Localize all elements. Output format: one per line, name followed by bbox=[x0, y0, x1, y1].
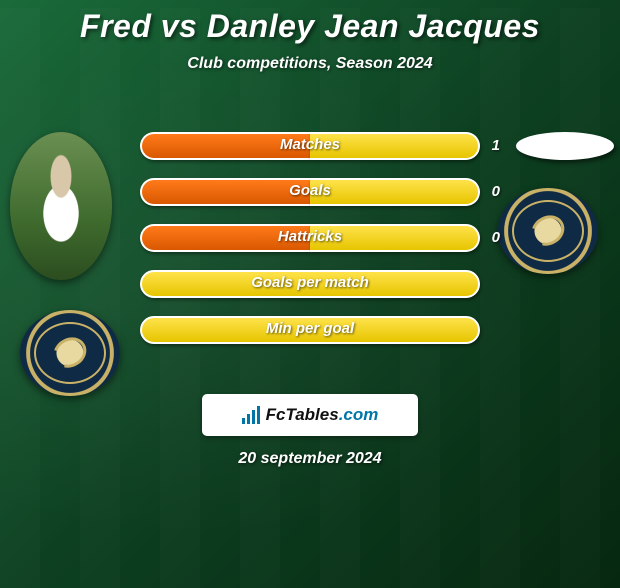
brand-text: FcTables.com bbox=[266, 405, 379, 425]
brand-suffix: .com bbox=[339, 405, 379, 424]
stat-bar-full bbox=[140, 316, 480, 344]
stat-bar-right bbox=[310, 224, 480, 252]
stats-container: Matches 1 Goals 0 Hattricks 0 Goals per … bbox=[140, 132, 480, 362]
stat-bar-full bbox=[140, 270, 480, 298]
date: 20 september 2024 bbox=[0, 450, 620, 468]
stat-row-min-per-goal: Min per goal bbox=[140, 316, 480, 344]
stat-bar-left bbox=[140, 178, 310, 206]
stat-row-hattricks: Hattricks 0 bbox=[140, 224, 480, 252]
player2-club-crest bbox=[498, 188, 598, 274]
brand-box: FcTables.com bbox=[202, 394, 418, 436]
stat-bar-right bbox=[310, 178, 480, 206]
stat-value-right: 0 bbox=[492, 178, 500, 206]
stat-value-right: 1 bbox=[492, 132, 500, 160]
subtitle: Club competitions, Season 2024 bbox=[0, 55, 620, 73]
player1-club-crest bbox=[20, 310, 120, 396]
stat-bar-left bbox=[140, 132, 310, 160]
player1-photo bbox=[10, 132, 112, 280]
brand-name: FcTables bbox=[266, 405, 339, 424]
page-title: Fred vs Danley Jean Jacques bbox=[0, 8, 620, 45]
stat-value-right: 0 bbox=[492, 224, 500, 252]
stat-bar-left bbox=[140, 224, 310, 252]
stat-bar-right bbox=[310, 132, 480, 160]
stat-row-goals-per-match: Goals per match bbox=[140, 270, 480, 298]
brand-bars-icon bbox=[242, 406, 262, 424]
player2-photo bbox=[516, 132, 614, 160]
stat-row-goals: Goals 0 bbox=[140, 178, 480, 206]
stat-row-matches: Matches 1 bbox=[140, 132, 480, 160]
